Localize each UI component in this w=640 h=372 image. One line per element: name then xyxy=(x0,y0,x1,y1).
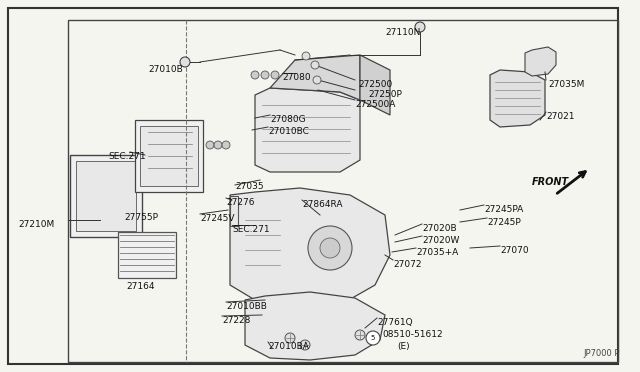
Circle shape xyxy=(355,330,365,340)
Text: FRONT: FRONT xyxy=(532,177,569,187)
Bar xyxy=(68,20,618,362)
Text: 27228: 27228 xyxy=(222,316,250,325)
Text: 27072: 27072 xyxy=(393,260,422,269)
Text: JP7000 P: JP7000 P xyxy=(584,349,620,358)
Text: 27080: 27080 xyxy=(282,73,310,82)
Text: 08510-51612: 08510-51612 xyxy=(382,330,443,339)
Text: 27761Q: 27761Q xyxy=(377,318,413,327)
Text: 27245PA: 27245PA xyxy=(484,205,524,214)
Circle shape xyxy=(311,61,319,69)
Text: 27010BB: 27010BB xyxy=(226,302,267,311)
Circle shape xyxy=(320,238,340,258)
Text: 27080G: 27080G xyxy=(270,115,306,124)
Circle shape xyxy=(261,71,269,79)
Polygon shape xyxy=(230,188,390,310)
Text: 27035: 27035 xyxy=(235,182,264,191)
Bar xyxy=(230,196,238,226)
Text: 27020W: 27020W xyxy=(422,236,460,245)
Text: 27020B: 27020B xyxy=(422,224,456,233)
Bar xyxy=(140,126,198,186)
Circle shape xyxy=(222,141,230,149)
Polygon shape xyxy=(360,55,390,115)
Polygon shape xyxy=(255,88,360,172)
Text: (E): (E) xyxy=(397,342,410,351)
Text: 27035+A: 27035+A xyxy=(416,248,458,257)
Text: SEC.271: SEC.271 xyxy=(108,152,146,161)
Text: 272500: 272500 xyxy=(358,80,392,89)
Text: 272500A: 272500A xyxy=(355,100,396,109)
Circle shape xyxy=(206,141,214,149)
Text: 27010B: 27010B xyxy=(148,65,183,74)
Bar xyxy=(118,232,176,278)
Polygon shape xyxy=(490,70,545,127)
Circle shape xyxy=(180,57,190,67)
Polygon shape xyxy=(245,292,385,360)
Text: 27035M: 27035M xyxy=(548,80,584,89)
Text: 27210M: 27210M xyxy=(18,220,54,229)
Text: 27250P: 27250P xyxy=(368,90,402,99)
Polygon shape xyxy=(270,55,360,100)
Bar xyxy=(76,161,136,231)
Text: SEC.271: SEC.271 xyxy=(232,225,269,234)
Circle shape xyxy=(271,71,279,79)
Circle shape xyxy=(415,22,425,32)
Text: 27110N: 27110N xyxy=(385,28,420,37)
Circle shape xyxy=(366,331,380,345)
Text: 27755P: 27755P xyxy=(124,213,158,222)
Text: 5: 5 xyxy=(371,335,375,341)
Text: 27245P: 27245P xyxy=(487,218,521,227)
Circle shape xyxy=(214,141,222,149)
Text: 27164: 27164 xyxy=(126,282,154,291)
Circle shape xyxy=(313,76,321,84)
Text: 27864RA: 27864RA xyxy=(302,200,342,209)
Circle shape xyxy=(251,71,259,79)
Circle shape xyxy=(285,333,295,343)
Bar xyxy=(70,155,142,237)
Text: 27070: 27070 xyxy=(500,246,529,255)
Circle shape xyxy=(308,226,352,270)
Polygon shape xyxy=(525,47,556,76)
Text: 27276: 27276 xyxy=(226,198,255,207)
Circle shape xyxy=(300,340,310,350)
Text: 27021: 27021 xyxy=(546,112,575,121)
Text: 27010BA: 27010BA xyxy=(268,342,309,351)
Text: 27010BC: 27010BC xyxy=(268,127,309,136)
Text: 27245V: 27245V xyxy=(200,214,234,223)
Bar xyxy=(135,120,203,192)
Circle shape xyxy=(302,52,310,60)
